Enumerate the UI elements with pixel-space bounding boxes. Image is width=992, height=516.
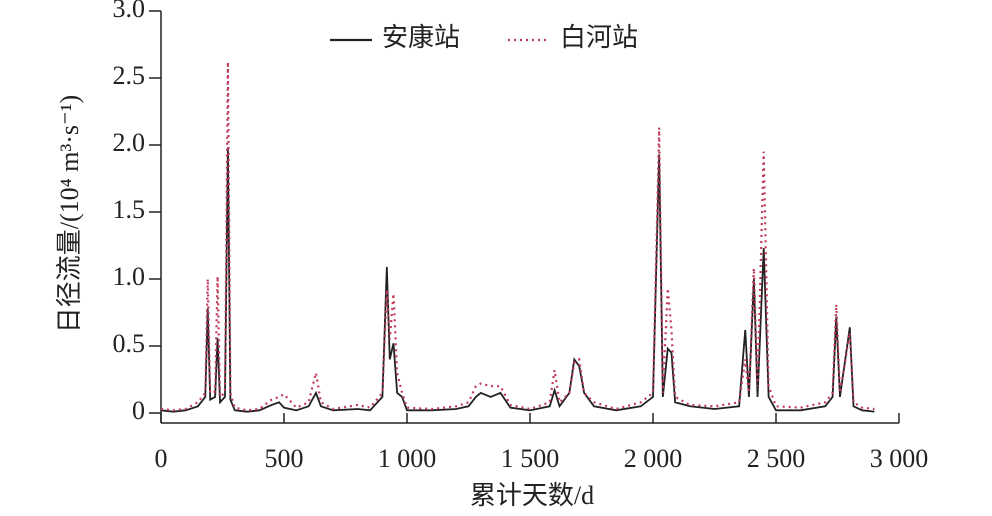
y-tick-label: 3.0 <box>113 0 146 23</box>
x-axis-label: 累计天数/d <box>470 481 594 510</box>
x-tick-label: 1 500 <box>501 444 560 473</box>
y-tick-label: 0.5 <box>113 329 146 358</box>
y-tick-label: 0 <box>132 396 145 425</box>
x-tick-label: 500 <box>265 444 304 473</box>
x-tick-label: 0 <box>155 444 168 473</box>
y-axis-label: 日径流量/(10⁴ m³·s⁻¹) <box>55 95 84 333</box>
y-tick-label: 2.0 <box>113 128 146 157</box>
x-tick-label: 1 000 <box>378 444 437 473</box>
legend-label: 白河站 <box>560 23 638 52</box>
y-tick-label: 1.5 <box>113 195 146 224</box>
series-line <box>160 147 875 413</box>
series-line <box>160 61 875 412</box>
legend-label: 安康站 <box>382 23 460 52</box>
x-tick-label: 3 000 <box>870 444 929 473</box>
x-tick-label: 2 000 <box>624 444 683 473</box>
y-tick-label: 1.0 <box>113 262 146 291</box>
x-tick-label: 2 500 <box>747 444 806 473</box>
y-tick-label: 2.5 <box>113 61 146 90</box>
